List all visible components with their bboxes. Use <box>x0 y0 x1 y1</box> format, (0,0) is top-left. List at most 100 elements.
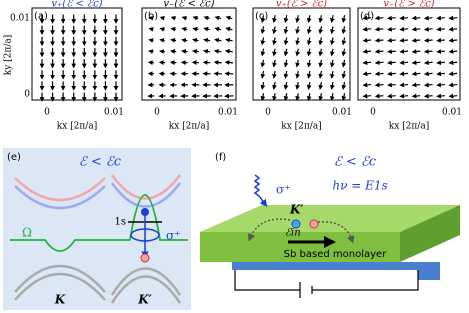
vector-arrow <box>329 81 335 90</box>
vector-arrow <box>329 93 335 102</box>
vector-arrow <box>225 15 233 21</box>
vector-arrow <box>318 59 324 68</box>
vector-arrow <box>411 93 421 99</box>
y-tick-label: 0.01 <box>10 14 30 24</box>
polarization: σ⁺ <box>276 183 291 197</box>
vector-arrow <box>387 60 396 66</box>
valley-label: K′ <box>137 293 152 307</box>
vector-arrow <box>260 81 266 90</box>
x-axis-label: kx [2π/a] <box>57 122 97 132</box>
hole <box>309 219 319 229</box>
vector-arrow <box>318 15 324 24</box>
vector-arrow <box>362 15 372 21</box>
vector-arrow <box>436 26 445 32</box>
vector-arrow <box>399 82 409 88</box>
vector-arrow <box>399 60 409 66</box>
vector-arrow <box>260 70 266 79</box>
vector-arrow <box>362 82 372 88</box>
vector-arrow <box>192 37 199 43</box>
vector-arrow <box>148 27 154 32</box>
photon <box>253 174 268 207</box>
circuit <box>234 270 419 298</box>
vector-arrow <box>423 26 433 32</box>
vector-arrow <box>225 37 233 43</box>
vector-arrow <box>423 37 433 43</box>
vector-arrow <box>295 81 300 90</box>
vector-arrow <box>181 15 188 21</box>
valley-label: K′ <box>289 203 304 217</box>
top-panels: (a)v₊(ℰ < ℰc) kx [2π/a] 0 0.01 (b) v₋(ℰ < ℰc)… <box>4 0 463 132</box>
vector-arrow <box>448 60 458 66</box>
vector-arrow <box>436 37 445 43</box>
vector-arrow <box>448 71 458 77</box>
vector-arrow <box>283 37 289 46</box>
material-label: Sb based monolayer <box>284 249 388 260</box>
vector-arrow <box>411 15 421 21</box>
vector-arrow <box>374 82 384 88</box>
x-tick-label: 0.01 <box>442 108 462 118</box>
vector-arrow <box>374 93 384 99</box>
vector-arrow <box>374 71 384 77</box>
vector-arrow <box>436 93 445 99</box>
plot-frame <box>141 7 237 101</box>
vector-arrow <box>283 93 289 102</box>
vector-arrow <box>318 70 324 79</box>
vector-arrow <box>283 59 289 68</box>
vector-arrow <box>181 26 188 32</box>
vector-arrow <box>306 37 312 46</box>
vector-arrow <box>225 26 233 32</box>
y-axis-label: ky [2π/a] <box>4 35 14 75</box>
vector-arrow <box>399 71 409 77</box>
vector-arrow <box>436 82 445 88</box>
vector-arrow <box>329 48 335 57</box>
vector-arrow <box>423 82 433 88</box>
hole-path <box>317 221 355 244</box>
panel-title: v₋(ℰ > ℰc) <box>383 0 434 10</box>
vector-arrow <box>329 37 335 46</box>
vector-arrow <box>159 38 165 43</box>
vector-arrow <box>306 93 312 102</box>
vector-arrow <box>436 15 445 21</box>
vector-arrow <box>329 26 335 35</box>
x-tick-label: 0 <box>44 108 50 118</box>
vector-arrow <box>362 93 372 99</box>
vector-arrow <box>448 15 458 21</box>
vector-arrow <box>272 70 277 79</box>
vector-arrow <box>318 26 324 35</box>
vector-arrow <box>423 71 433 77</box>
vector-arrow <box>283 48 289 57</box>
vector-arrow <box>374 37 384 43</box>
vector-arrow <box>260 93 266 102</box>
vector-arrow <box>399 15 409 21</box>
vector-arrow <box>387 37 396 43</box>
condition: ℰ < ℰc <box>334 155 377 170</box>
vector-arrow <box>411 82 421 88</box>
vector-arrow <box>181 38 188 43</box>
vector-arrow <box>170 38 177 43</box>
electrodes <box>232 262 440 280</box>
vector-arrow <box>213 60 222 65</box>
vector-arrow <box>423 60 433 66</box>
vector-arrow <box>411 71 421 77</box>
x-tick-label: 0 <box>265 108 271 118</box>
vector-arrow <box>202 60 211 65</box>
vector-arrow <box>448 49 458 54</box>
panel-label: (c) <box>255 11 268 22</box>
vector-arrow <box>318 81 324 90</box>
vector-arrow <box>214 37 222 43</box>
valley-label: K <box>54 293 66 307</box>
electron-path <box>248 218 291 242</box>
hole <box>140 253 150 263</box>
vector-arrow <box>436 60 445 66</box>
vector-arrow <box>362 49 372 54</box>
vector-arrow <box>260 26 266 35</box>
vector-arrow <box>295 59 300 68</box>
panel-label: (d) <box>360 11 374 22</box>
vector-arrow <box>362 60 372 66</box>
vector-arrow <box>411 37 421 43</box>
x-axis-label: kx [2π/a] <box>281 122 321 132</box>
vector-arrow <box>180 49 188 54</box>
photon-energy: hν = E1s <box>332 179 387 193</box>
vector-arrow <box>341 93 347 102</box>
vector-arrow <box>214 15 222 21</box>
